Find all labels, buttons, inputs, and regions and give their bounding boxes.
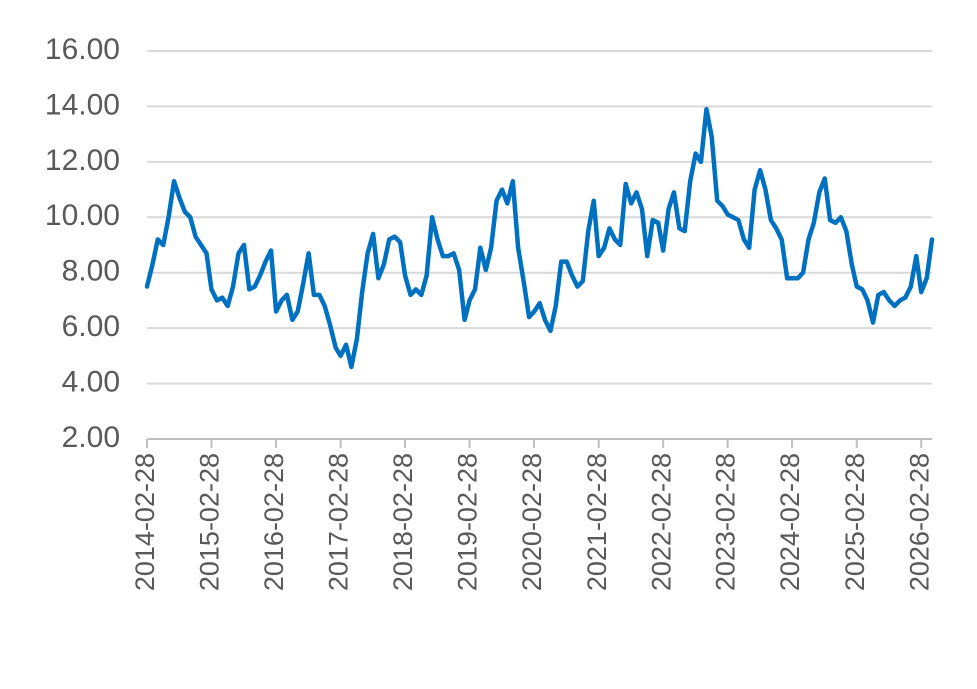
x-tick-label: 2026-02-28 xyxy=(904,453,934,591)
x-tick-label: 2014-02-28 xyxy=(130,453,160,591)
x-tick-label: 2015-02-28 xyxy=(195,453,225,591)
x-tick-label: 2024-02-28 xyxy=(775,453,805,591)
x-tick-label: 2019-02-28 xyxy=(453,453,483,591)
y-tick-label: 4.00 xyxy=(62,365,120,398)
y-tick-label: 2.00 xyxy=(62,421,120,454)
y-tick-label: 10.00 xyxy=(45,199,120,232)
y-tick-label: 14.00 xyxy=(45,88,120,121)
data-line xyxy=(144,106,935,370)
x-tick-label: 2017-02-28 xyxy=(324,453,354,591)
y-tick-label: 16.00 xyxy=(45,33,120,66)
x-tick-label: 2018-02-28 xyxy=(388,453,418,591)
y-tick-label: 8.00 xyxy=(62,255,120,288)
x-tick-label: 2022-02-28 xyxy=(646,453,676,591)
y-tick-label: 6.00 xyxy=(62,310,120,343)
y-tick-label: 12.00 xyxy=(45,144,120,177)
x-tick-label: 2016-02-28 xyxy=(259,453,289,591)
x-tick-label: 2025-02-28 xyxy=(840,453,870,591)
x-tick-label: 2020-02-28 xyxy=(517,453,547,591)
x-tick-label: 2023-02-28 xyxy=(711,453,741,591)
x-tick-label: 2021-02-28 xyxy=(582,453,612,591)
